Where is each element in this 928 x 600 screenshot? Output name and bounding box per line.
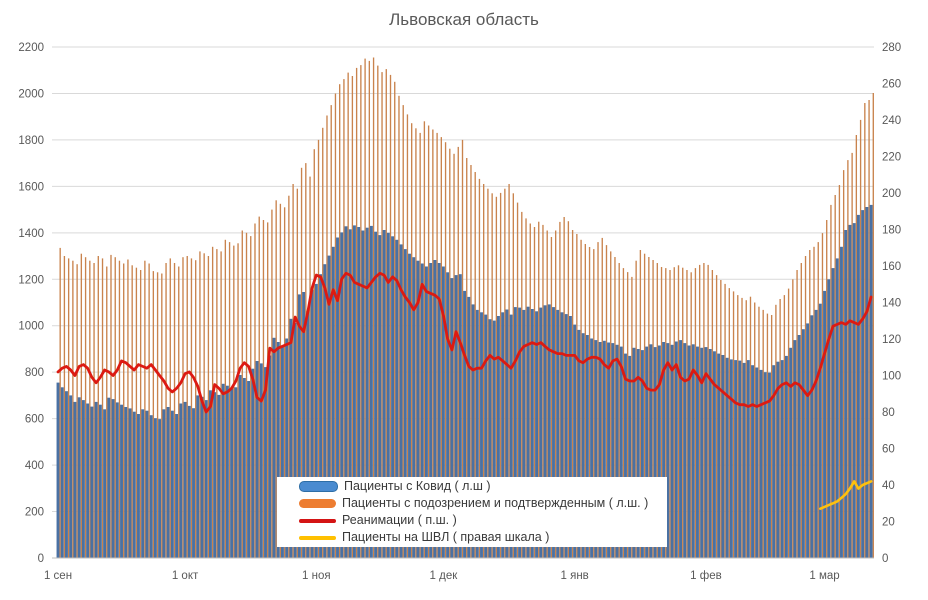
svg-text:1 ноя: 1 ноя xyxy=(302,570,331,582)
icu-line xyxy=(56,271,873,414)
svg-text:1 дек: 1 дек xyxy=(430,570,459,582)
svg-text:1 окт: 1 окт xyxy=(172,570,199,582)
x-axis-labels: 1 сен 1 окт 1 ноя 1 дек 1 янв 1 фев 1 мар xyxy=(44,570,840,582)
svg-text:1 мар: 1 мар xyxy=(809,570,839,582)
svg-text:600: 600 xyxy=(25,414,44,426)
svg-text:20: 20 xyxy=(882,517,895,529)
svg-text:200: 200 xyxy=(25,507,44,519)
ventilator-line xyxy=(818,480,873,511)
svg-text:0: 0 xyxy=(38,553,44,565)
svg-text:0: 0 xyxy=(882,553,888,565)
svg-text:1 сен: 1 сен xyxy=(44,570,72,582)
covid-bar-swatch-icon xyxy=(299,481,338,492)
svg-text:60: 60 xyxy=(882,444,895,456)
svg-text:1600: 1600 xyxy=(18,181,44,193)
svg-text:800: 800 xyxy=(25,367,44,379)
legend-label: Реанимации ( п.ш. ) xyxy=(342,513,457,527)
legend-item-ventilator: Пациенты на ШВЛ ( правая шкала ) xyxy=(277,530,667,545)
legend-label: Пациенты на ШВЛ ( правая шкала ) xyxy=(342,530,550,544)
y-axis-right-labels: 0 20 40 60 80 100 120 140 160 180 200 220 240 260 280 xyxy=(882,42,901,565)
suspected-bar-swatch-icon xyxy=(299,499,336,508)
y-axis-left-labels: 0 200 400 600 800 1000 1200 1400 1600 1800 2000 220… xyxy=(18,42,44,565)
svg-text:100: 100 xyxy=(882,371,901,383)
legend-item-covid: Пациенты с Ковид ( л.ш ) xyxy=(277,479,667,494)
svg-text:1 янв: 1 янв xyxy=(561,570,589,582)
legend-label: Пациенты с Ковид ( л.ш ) xyxy=(344,479,491,493)
svg-text:1200: 1200 xyxy=(18,274,44,286)
svg-text:1000: 1000 xyxy=(18,321,44,333)
svg-text:80: 80 xyxy=(882,407,895,419)
svg-text:2000: 2000 xyxy=(18,88,44,100)
svg-text:220: 220 xyxy=(882,152,901,164)
svg-text:180: 180 xyxy=(882,225,901,237)
legend-item-suspected: Пациенты с подозрением и подтвержденным … xyxy=(277,496,667,511)
svg-text:1800: 1800 xyxy=(18,135,44,147)
svg-text:120: 120 xyxy=(882,334,901,346)
svg-text:1 фев: 1 фев xyxy=(690,570,722,582)
legend-item-icu: Реанимации ( п.ш. ) xyxy=(277,513,667,528)
svg-text:200: 200 xyxy=(882,188,901,200)
svg-text:280: 280 xyxy=(882,42,901,54)
svg-text:1400: 1400 xyxy=(18,228,44,240)
svg-text:40: 40 xyxy=(882,480,895,492)
covid-bars xyxy=(56,204,873,559)
svg-text:140: 140 xyxy=(882,298,901,310)
icu-line-swatch-icon xyxy=(299,518,336,523)
svg-text:240: 240 xyxy=(882,115,901,127)
svg-text:160: 160 xyxy=(882,261,901,273)
svg-text:260: 260 xyxy=(882,79,901,91)
legend: Пациенты с Ковид ( л.ш ) Пациенты с подо… xyxy=(277,477,667,547)
svg-text:2200: 2200 xyxy=(18,42,44,54)
svg-text:400: 400 xyxy=(25,460,44,472)
legend-label: Пациенты с подозрением и подтвержденным … xyxy=(342,496,649,510)
suspected-bars xyxy=(59,57,874,559)
chart-title: Львовская область xyxy=(389,10,539,29)
ventilator-line-swatch-icon xyxy=(299,535,336,540)
